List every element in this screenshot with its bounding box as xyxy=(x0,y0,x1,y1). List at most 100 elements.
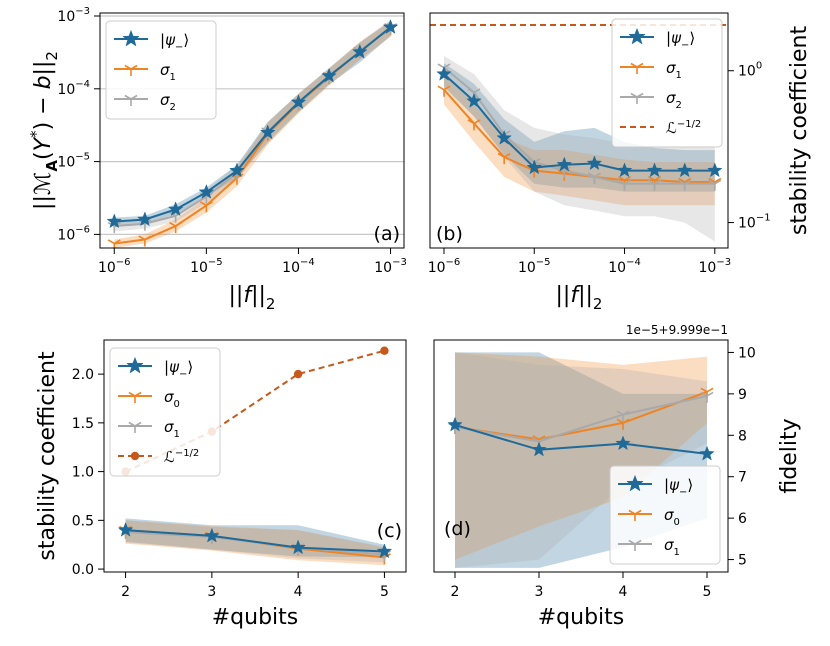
legend-marker-b-2 xyxy=(630,92,644,104)
legend-label-a-2: σ2 xyxy=(160,91,176,113)
x-tick-label-c-3: 5 xyxy=(380,584,389,600)
x-tick-label-c-0: 2 xyxy=(121,584,130,600)
x-tick-label-d-2: 4 xyxy=(619,584,628,600)
legend-marker-b-0 xyxy=(628,27,646,45)
panel-tag-d: (d) xyxy=(444,518,471,540)
y-tick-label-b-1: 100 xyxy=(738,61,762,80)
marker-b-0-8 xyxy=(676,162,693,178)
marker-a-0-8 xyxy=(352,43,368,59)
band-a-0 xyxy=(114,21,391,227)
legend-d: |ψ−⟩ σ0 σ1 xyxy=(609,465,721,565)
axes-frame-d xyxy=(433,339,729,573)
marker-d-0-1 xyxy=(531,441,547,457)
legend-c: |ψ−⟩ σ0 σ1 ℒ−1/2 xyxy=(109,347,221,477)
y-tick-label-a-1: 10−5 xyxy=(57,152,90,171)
y-tick-label-c-4: 2.0 xyxy=(72,367,94,383)
marker-d-2-3 xyxy=(700,391,714,403)
y-tick-label-d-4: 9 xyxy=(738,387,747,403)
y-tick-label-d-5: 10 xyxy=(738,345,756,361)
y-axis-label-a: ||ℳA(Y*) − b||2 xyxy=(27,51,61,210)
marker-b-0-2 xyxy=(496,129,512,145)
legend-marker-a-0 xyxy=(122,29,140,47)
y-tick-label-c-0: 0.0 xyxy=(72,562,94,578)
legend-marker-c-1 xyxy=(128,391,142,403)
band-b-2 xyxy=(444,56,715,242)
x-tick-label-a-3: 10−3 xyxy=(374,257,407,276)
x-tick-label-c-1: 3 xyxy=(207,584,216,600)
y-tick-label-c-3: 1.5 xyxy=(72,416,94,432)
series-line-b-0 xyxy=(443,73,715,172)
legend-marker-b-1 xyxy=(630,62,644,74)
legend-label-c-0: |ψ−⟩ xyxy=(164,358,193,380)
legend-box-b xyxy=(611,18,723,148)
legend-box-a xyxy=(105,20,217,120)
x-tick-label-d-0: 2 xyxy=(451,584,460,600)
x-tick-label-b-0: 10−6 xyxy=(428,257,461,276)
plot-area-c xyxy=(117,346,393,566)
marker-a-1-3 xyxy=(199,201,213,213)
marker-b-0-0 xyxy=(436,65,452,81)
legend-marker-a-2 xyxy=(124,94,138,106)
x-tick-label-c-2: 4 xyxy=(294,584,303,600)
marker-a-1-2 xyxy=(169,221,183,234)
marker-a-0-2 xyxy=(167,201,184,217)
legend-label-a-1: σ1 xyxy=(160,61,176,83)
marker-a-0-5 xyxy=(259,124,276,140)
legend-a: |ψ−⟩ σ1 σ2 xyxy=(105,20,217,120)
marker-b-0-1 xyxy=(466,92,482,108)
legend-marker-d-1 xyxy=(628,509,642,521)
panel-c: 2 3 4 5 0.0 0.5 1.0 1.5 2.0 #qubits stability coef… xyxy=(35,339,407,630)
legend-box-d xyxy=(609,465,721,565)
series-line-b-1 xyxy=(443,89,715,183)
y-tick-label-d-3: 8 xyxy=(738,428,747,444)
marker-c-3-3 xyxy=(380,346,389,355)
series-line-c-0 xyxy=(125,529,385,553)
x-tick-label-b-1: 10−5 xyxy=(518,257,551,276)
marker-d-2-2 xyxy=(616,410,630,422)
marker-a-0-7 xyxy=(321,67,337,83)
axes-frame-c xyxy=(103,339,407,573)
series-line-d-0 xyxy=(454,423,708,455)
panel-a: 10−6 10−5 10−4 10−3 10−6 10−5 10−4 10−3 ||f||2 ||… xyxy=(27,6,407,313)
marker-b-2-9 xyxy=(708,179,722,191)
marker-c-0-3 xyxy=(376,543,393,559)
marker-a-0-0 xyxy=(106,213,123,229)
y-tick-label-a-3: 10−3 xyxy=(57,6,90,25)
panel-tag-a: (a) xyxy=(374,223,400,245)
y-axis-label-b: stability coefficient xyxy=(787,26,812,236)
marker-a-0-6 xyxy=(290,94,307,110)
legend-box-c xyxy=(109,347,221,477)
panel-tag-c: (c) xyxy=(377,520,402,542)
marker-b-0-7 xyxy=(646,162,663,178)
series-line-c-3 xyxy=(125,349,385,473)
marker-d-0-2 xyxy=(615,435,631,451)
x-tick-label-d-3: 5 xyxy=(703,584,712,600)
marker-b-2-8 xyxy=(678,179,692,191)
legend-b: |ψ−⟩ σ1 σ2 ℒ−1/2 xyxy=(611,18,723,148)
marker-d-0-3 xyxy=(699,445,715,461)
band-b-1 xyxy=(444,74,715,206)
x-axis-label-c: #qubits xyxy=(212,605,299,630)
band-a-1 xyxy=(114,20,391,248)
marker-b-0-3 xyxy=(526,159,543,175)
legend-marker-c-0 xyxy=(126,356,144,374)
y-tick-label-a-2: 10−4 xyxy=(57,79,90,98)
y-axis-label-d: fidelity xyxy=(777,418,802,493)
marker-d-0-0 xyxy=(447,416,463,432)
marker-a-0-3 xyxy=(198,183,215,199)
legend-marker-d-0 xyxy=(626,474,644,492)
panel-b: 10−6 10−5 10−4 10−3 10−1 100 ||f||2 stability c… xyxy=(428,12,812,313)
y-tick-label-c-1: 0.5 xyxy=(72,513,94,529)
plot-area-a xyxy=(100,15,404,248)
panel-d: 2 3 4 5 5 6 7 8 9 10 #qubits fidelity 1e−5+9.999e−1 (… xyxy=(433,323,802,630)
x-tick-label-b-3: 10−3 xyxy=(699,257,732,276)
y-tick-label-c-2: 1.0 xyxy=(72,465,94,481)
offset-text-d: 1e−5+9.999e−1 xyxy=(626,323,728,337)
legend-label-b-3: ℒ−1/2 xyxy=(666,119,701,137)
plot-area-d xyxy=(447,352,715,568)
legend-label-c-2: σ1 xyxy=(164,418,180,440)
marker-c-0-0 xyxy=(117,521,134,537)
legend-label-d-1: σ0 xyxy=(664,506,680,528)
axes-frame-b xyxy=(429,12,729,249)
x-tick-label-a-2: 10−4 xyxy=(282,257,315,276)
